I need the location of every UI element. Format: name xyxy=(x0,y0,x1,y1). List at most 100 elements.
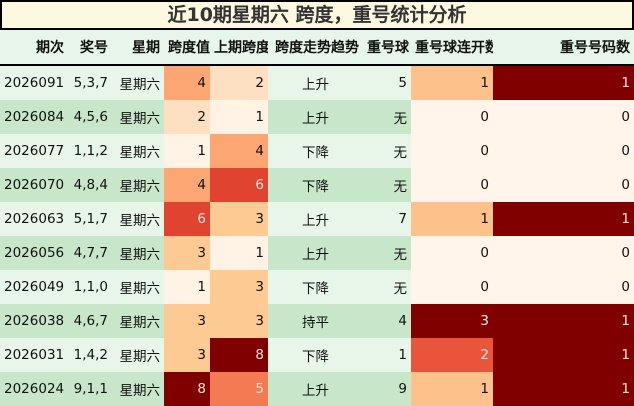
header-period: 期次 xyxy=(0,30,68,66)
count-cell: 1 xyxy=(493,338,634,372)
consec-cell: 2 xyxy=(411,338,493,372)
trend-cell: 持平 xyxy=(268,304,363,338)
table-row: 2026038 4,6,7 星期六 3 3 持平 4 3 1 xyxy=(0,304,634,338)
header-row: 期次 奖号 星期 跨度值 上期跨度 跨度走势趋势 重号球 重号球连开数 重号号码数 xyxy=(0,30,634,66)
numbers-cell: 4,7,7 xyxy=(68,236,112,270)
count-cell: 1 xyxy=(493,304,634,338)
numbers-cell: 4,5,6 xyxy=(68,100,112,134)
header-count: 重号号码数 xyxy=(493,30,634,66)
repeat-cell: 无 xyxy=(363,168,411,202)
header-weekday: 星期 xyxy=(112,30,164,66)
table-row: 2026063 5,1,7 星期六 6 3 上升 7 1 1 xyxy=(0,202,634,236)
period-cell: 2026084 xyxy=(0,100,68,134)
repeat-cell: 1 xyxy=(363,338,411,372)
table-row: 2026031 1,4,2 星期六 3 8 下降 1 2 1 xyxy=(0,338,634,372)
trend-cell: 上升 xyxy=(268,202,363,236)
span-cell: 1 xyxy=(164,134,210,168)
prev-span-cell: 3 xyxy=(210,270,268,304)
weekday-cell: 星期六 xyxy=(112,372,164,406)
trend-cell: 下降 xyxy=(268,338,363,372)
trend-cell: 上升 xyxy=(268,236,363,270)
count-cell: 0 xyxy=(493,100,634,134)
prev-span-cell: 3 xyxy=(210,304,268,338)
prev-span-cell: 2 xyxy=(210,65,268,100)
count-cell: 1 xyxy=(493,65,634,100)
count-cell: 0 xyxy=(493,236,634,270)
consec-cell: 0 xyxy=(411,168,493,202)
header-trend: 跨度走势趋势 xyxy=(268,30,363,66)
period-cell: 2026077 xyxy=(0,134,68,168)
prev-span-cell: 4 xyxy=(210,134,268,168)
repeat-cell: 4 xyxy=(363,304,411,338)
header-span: 跨度值 xyxy=(164,30,210,66)
span-cell: 2 xyxy=(164,100,210,134)
count-cell: 0 xyxy=(493,270,634,304)
repeat-cell: 9 xyxy=(363,372,411,406)
span-cell: 8 xyxy=(164,372,210,406)
consec-cell: 0 xyxy=(411,270,493,304)
repeat-cell: 5 xyxy=(363,65,411,100)
repeat-cell: 7 xyxy=(363,202,411,236)
prev-span-cell: 8 xyxy=(210,338,268,372)
repeat-cell: 无 xyxy=(363,236,411,270)
period-cell: 2026070 xyxy=(0,168,68,202)
count-cell: 0 xyxy=(493,168,634,202)
span-cell: 3 xyxy=(164,338,210,372)
numbers-cell: 4,8,4 xyxy=(68,168,112,202)
numbers-cell: 9,1,1 xyxy=(68,372,112,406)
trend-cell: 上升 xyxy=(268,65,363,100)
weekday-cell: 星期六 xyxy=(112,202,164,236)
weekday-cell: 星期六 xyxy=(112,304,164,338)
span-cell: 1 xyxy=(164,270,210,304)
consec-cell: 1 xyxy=(411,372,493,406)
header-repeat: 重号球 xyxy=(363,30,411,66)
trend-cell: 上升 xyxy=(268,372,363,406)
span-cell: 4 xyxy=(164,168,210,202)
period-cell: 2026038 xyxy=(0,304,68,338)
repeat-cell: 无 xyxy=(363,100,411,134)
period-cell: 2026091 xyxy=(0,65,68,100)
header-consec: 重号球连开数 xyxy=(411,30,493,66)
weekday-cell: 星期六 xyxy=(112,65,164,100)
consec-cell: 0 xyxy=(411,134,493,168)
numbers-cell: 5,3,7 xyxy=(68,65,112,100)
weekday-cell: 星期六 xyxy=(112,168,164,202)
consec-cell: 1 xyxy=(411,202,493,236)
consec-cell: 0 xyxy=(411,236,493,270)
weekday-cell: 星期六 xyxy=(112,338,164,372)
consec-cell: 1 xyxy=(411,65,493,100)
span-cell: 3 xyxy=(164,304,210,338)
period-cell: 2026049 xyxy=(0,270,68,304)
table-row: 2026070 4,8,4 星期六 4 6 下降无 0 0 xyxy=(0,168,634,202)
numbers-cell: 1,4,2 xyxy=(68,338,112,372)
span-cell: 4 xyxy=(164,65,210,100)
table-row: 2026084 4,5,6 星期六 2 1 上升无 0 0 xyxy=(0,100,634,134)
numbers-cell: 4,6,7 xyxy=(68,304,112,338)
table-row: 2026024 9,1,1 星期六 8 5 上升 9 1 1 xyxy=(0,372,634,406)
period-cell: 2026024 xyxy=(0,372,68,406)
repeat-cell: 无 xyxy=(363,270,411,304)
period-cell: 2026063 xyxy=(0,202,68,236)
numbers-cell: 5,1,7 xyxy=(68,202,112,236)
header-numbers: 奖号 xyxy=(68,30,112,66)
weekday-cell: 星期六 xyxy=(112,134,164,168)
trend-cell: 下降 xyxy=(268,270,363,304)
consec-cell: 0 xyxy=(411,100,493,134)
prev-span-cell: 3 xyxy=(210,202,268,236)
consec-cell: 3 xyxy=(411,304,493,338)
page-title: 近10期星期六 跨度，重号统计分析 xyxy=(0,0,634,30)
stats-table: 期次 奖号 星期 跨度值 上期跨度 跨度走势趋势 重号球 重号球连开数 重号号码数 202609… xyxy=(0,30,634,406)
weekday-cell: 星期六 xyxy=(112,100,164,134)
prev-span-cell: 5 xyxy=(210,372,268,406)
table-row: 2026091 5,3,7 星期六 4 2 上升 5 1 1 xyxy=(0,65,634,100)
prev-span-cell: 1 xyxy=(210,100,268,134)
table-row: 2026049 1,1,0 星期六 1 3 下降无 0 0 xyxy=(0,270,634,304)
prev-span-cell: 6 xyxy=(210,168,268,202)
count-cell: 1 xyxy=(493,372,634,406)
count-cell: 1 xyxy=(493,202,634,236)
span-cell: 3 xyxy=(164,236,210,270)
header-prev-span: 上期跨度 xyxy=(210,30,268,66)
span-cell: 6 xyxy=(164,202,210,236)
weekday-cell: 星期六 xyxy=(112,270,164,304)
trend-cell: 上升 xyxy=(268,100,363,134)
